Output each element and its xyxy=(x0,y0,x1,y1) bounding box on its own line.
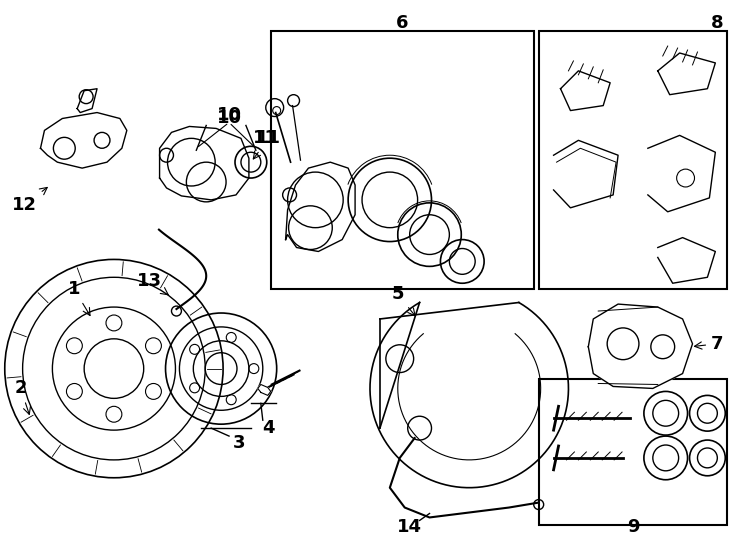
Text: 7: 7 xyxy=(694,335,724,353)
Text: 13: 13 xyxy=(137,272,168,295)
Polygon shape xyxy=(77,89,97,112)
Text: 11: 11 xyxy=(253,130,281,159)
Bar xyxy=(539,31,727,289)
Polygon shape xyxy=(258,384,271,395)
Text: 5: 5 xyxy=(391,285,415,316)
Text: 6: 6 xyxy=(396,14,408,32)
Polygon shape xyxy=(40,112,127,168)
Text: 14: 14 xyxy=(397,518,422,536)
Bar xyxy=(539,379,727,525)
Polygon shape xyxy=(553,140,618,208)
Text: 10: 10 xyxy=(217,105,241,124)
Polygon shape xyxy=(589,304,692,388)
Polygon shape xyxy=(648,136,716,212)
Text: 9: 9 xyxy=(627,518,639,536)
Polygon shape xyxy=(370,302,568,498)
Polygon shape xyxy=(286,162,355,252)
Text: 2: 2 xyxy=(15,380,30,414)
Bar xyxy=(271,31,534,289)
Text: 3: 3 xyxy=(233,434,245,452)
Text: 1: 1 xyxy=(68,280,90,315)
Text: 10: 10 xyxy=(217,110,241,127)
Text: 11: 11 xyxy=(253,130,278,147)
Text: 4: 4 xyxy=(263,419,275,437)
Text: 8: 8 xyxy=(711,14,724,32)
Text: 12: 12 xyxy=(12,187,47,214)
Polygon shape xyxy=(159,126,249,200)
